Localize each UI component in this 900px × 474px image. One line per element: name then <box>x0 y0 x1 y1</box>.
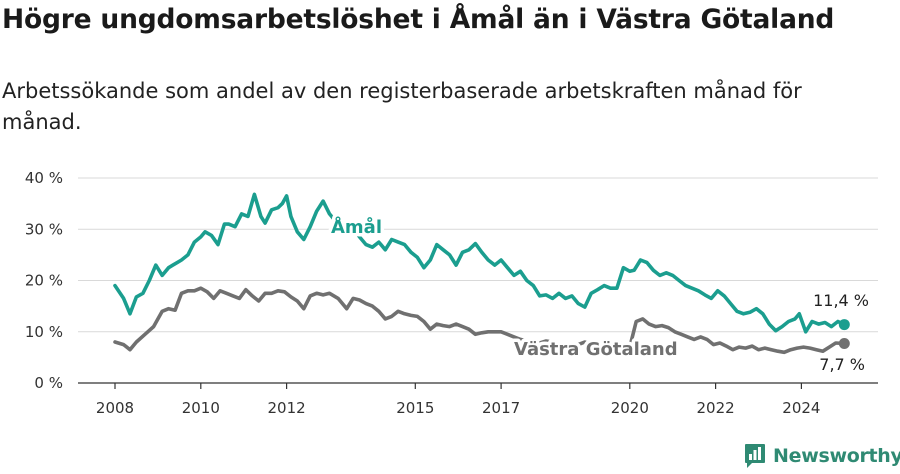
x-tick-label: 2024 <box>782 399 820 417</box>
amal-end-point <box>838 319 850 331</box>
brand-logo: Newsworthy <box>744 441 900 471</box>
x-tick-label: 2015 <box>396 399 434 417</box>
chart-subtitle: Arbetssökande som andel av den registerb… <box>2 79 802 134</box>
gridlines <box>78 177 878 384</box>
label-group: Åmål Västra Götaland 11,4 % 7,7 % <box>328 212 870 375</box>
brand-name: Newsworthy <box>773 445 900 467</box>
y-tick-label: 40 % <box>25 169 63 187</box>
x-tick-label: 2020 <box>611 399 649 417</box>
x-tick-label: 2012 <box>268 399 306 417</box>
vg-end-point <box>838 338 850 350</box>
amal-series-line <box>113 192 847 334</box>
y-tick-label: 10 % <box>25 323 63 341</box>
series-group <box>113 192 850 355</box>
chart-title: Högre ungdomsarbetslöshet i Åmål än i Vä… <box>2 4 835 35</box>
amal-end-label: 11,4 % <box>813 291 869 310</box>
vg-series-label: Västra Götaland <box>514 339 678 360</box>
y-tick-label: 20 % <box>25 272 63 290</box>
vg-end-label: 7,7 % <box>819 355 865 374</box>
newsworthy-logo-icon <box>745 444 765 468</box>
x-tick-label: 2017 <box>482 399 520 417</box>
x-tick-label: 2022 <box>697 399 735 417</box>
y-tick-label: 30 % <box>25 220 63 238</box>
x-tick-label: 2010 <box>182 399 220 417</box>
x-tick-label: 2008 <box>96 399 134 417</box>
amal-series-label: Åmål <box>331 215 382 238</box>
y-tick-label: 0 % <box>34 374 63 392</box>
x-axis-ticks: 2008 2010 2012 2015 2017 2020 2022 2024 <box>96 383 820 417</box>
vg-series-line <box>113 286 847 355</box>
y-axis-ticks: 0 % 10 % 20 % 30 % 40 % <box>25 169 63 392</box>
